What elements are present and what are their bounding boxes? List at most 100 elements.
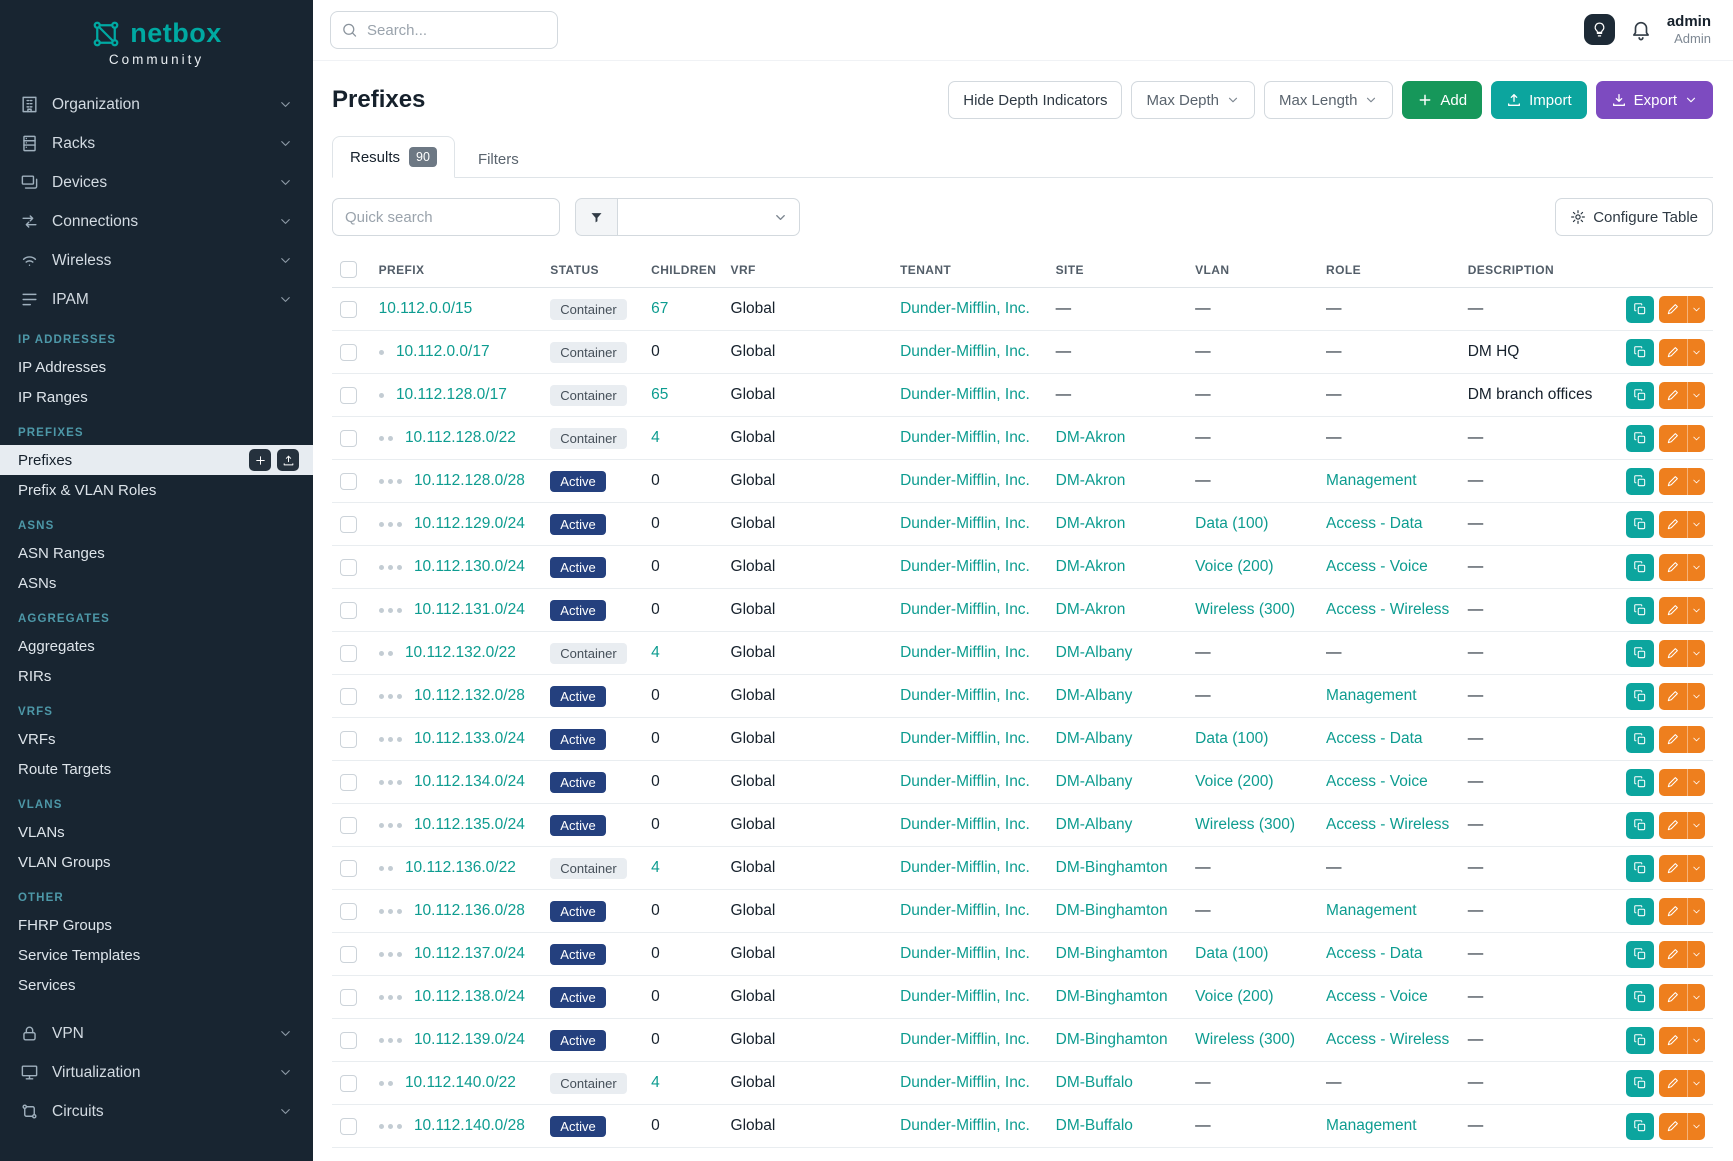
- sidebar-item-ip-addresses[interactable]: IP Addresses: [0, 352, 313, 382]
- prefix-link[interactable]: 10.112.0.0/15: [378, 300, 473, 318]
- site-link[interactable]: DM-Akron: [1055, 472, 1126, 490]
- role-link[interactable]: Access - Data: [1326, 515, 1423, 533]
- edit-dropdown-button[interactable]: [1687, 897, 1706, 925]
- edit-dropdown-button[interactable]: [1687, 338, 1706, 366]
- sidebar-item-connections[interactable]: Connections: [0, 202, 313, 241]
- row-checkbox[interactable]: [340, 687, 357, 705]
- site-link[interactable]: DM-Albany: [1055, 816, 1133, 834]
- prefix-link[interactable]: 10.112.0.0/17: [395, 343, 490, 361]
- children-link[interactable]: 4: [651, 859, 660, 877]
- prefix-link[interactable]: 10.112.140.0/22: [404, 1074, 516, 1092]
- site-link[interactable]: DM-Binghamton: [1055, 945, 1168, 963]
- tenant-link[interactable]: Dunder-Mifflin, Inc.: [900, 859, 1030, 877]
- import-button[interactable]: Import: [1491, 81, 1587, 119]
- saved-filter-select[interactable]: [618, 198, 800, 237]
- filter-button[interactable]: [575, 198, 618, 237]
- edit-dropdown-button[interactable]: [1687, 553, 1706, 581]
- clone-button[interactable]: [1626, 639, 1655, 667]
- edit-button[interactable]: [1659, 768, 1688, 796]
- prefix-link[interactable]: 10.112.140.0/28: [413, 1117, 525, 1135]
- column-header-description[interactable]: DESCRIPTION: [1459, 252, 1619, 289]
- edit-button[interactable]: [1659, 897, 1688, 925]
- prefix-link[interactable]: 10.112.130.0/24: [413, 558, 525, 576]
- row-checkbox[interactable]: [340, 515, 357, 533]
- tenant-link[interactable]: Dunder-Mifflin, Inc.: [900, 988, 1030, 1006]
- tenant-link[interactable]: Dunder-Mifflin, Inc.: [900, 386, 1030, 404]
- prefix-link[interactable]: 10.112.128.0/28: [413, 472, 525, 490]
- sidebar-item-service-templates[interactable]: Service Templates: [0, 940, 313, 970]
- tenant-link[interactable]: Dunder-Mifflin, Inc.: [900, 816, 1030, 834]
- edit-dropdown-button[interactable]: [1687, 768, 1706, 796]
- column-header-status[interactable]: STATUS: [542, 252, 644, 289]
- tenant-link[interactable]: Dunder-Mifflin, Inc.: [900, 644, 1030, 662]
- prefix-link[interactable]: 10.112.136.0/22: [404, 859, 516, 877]
- edit-button[interactable]: [1659, 467, 1688, 495]
- column-header-children[interactable]: CHILDREN: [643, 252, 723, 289]
- clone-button[interactable]: [1626, 682, 1655, 710]
- site-link[interactable]: DM-Albany: [1055, 644, 1133, 662]
- site-link[interactable]: DM-Buffalo: [1055, 1117, 1133, 1135]
- role-link[interactable]: Access - Voice: [1326, 558, 1428, 576]
- tenant-link[interactable]: Dunder-Mifflin, Inc.: [900, 730, 1030, 748]
- row-checkbox[interactable]: [340, 1031, 357, 1049]
- user-menu[interactable]: admin Admin: [1667, 12, 1711, 48]
- sidebar-item-prefix-vlan-roles[interactable]: Prefix & VLAN Roles: [0, 475, 313, 505]
- tab-filters[interactable]: Filters: [461, 141, 536, 178]
- prefix-link[interactable]: 10.112.128.0/22: [404, 429, 516, 447]
- tab-results[interactable]: Results 90: [332, 136, 455, 179]
- column-header-role[interactable]: ROLE: [1318, 252, 1460, 289]
- tenant-link[interactable]: Dunder-Mifflin, Inc.: [900, 515, 1030, 533]
- prefix-link[interactable]: 10.112.139.0/24: [413, 1031, 525, 1049]
- row-checkbox[interactable]: [340, 902, 357, 920]
- tenant-link[interactable]: Dunder-Mifflin, Inc.: [900, 687, 1030, 705]
- prefix-link[interactable]: 10.112.133.0/24: [413, 730, 525, 748]
- quick-add-button[interactable]: [249, 449, 271, 471]
- edit-button[interactable]: [1659, 381, 1688, 409]
- row-checkbox[interactable]: [340, 429, 357, 447]
- export-dropdown[interactable]: Export: [1595, 81, 1713, 119]
- edit-dropdown-button[interactable]: [1687, 1026, 1706, 1054]
- vlan-link[interactable]: Voice (200): [1195, 558, 1274, 576]
- edit-dropdown-button[interactable]: [1687, 725, 1706, 753]
- row-checkbox[interactable]: [340, 558, 357, 576]
- column-header-vrf[interactable]: VRF: [722, 252, 893, 289]
- tenant-link[interactable]: Dunder-Mifflin, Inc.: [900, 558, 1030, 576]
- sidebar-item-route-targets[interactable]: Route Targets: [0, 754, 313, 784]
- row-checkbox[interactable]: [340, 1074, 357, 1092]
- quick-import-button[interactable]: [277, 449, 299, 471]
- row-checkbox[interactable]: [340, 300, 357, 318]
- clone-button[interactable]: [1626, 897, 1655, 925]
- row-checkbox[interactable]: [340, 644, 357, 662]
- sidebar-item-vpn[interactable]: VPN: [0, 1014, 313, 1053]
- edit-button[interactable]: [1659, 811, 1688, 839]
- children-link[interactable]: 4: [651, 644, 660, 662]
- clone-button[interactable]: [1626, 1069, 1655, 1097]
- hide-depth-indicators-button[interactable]: Hide Depth Indicators: [948, 81, 1123, 119]
- site-link[interactable]: DM-Albany: [1055, 687, 1133, 705]
- sidebar-item-rirs[interactable]: RIRs: [0, 661, 313, 691]
- sidebar-item-ipam[interactable]: IPAM: [0, 280, 313, 319]
- quick-search-input[interactable]: [332, 198, 560, 237]
- column-header-prefix[interactable]: PREFIX: [370, 252, 543, 289]
- edit-button[interactable]: [1659, 553, 1688, 581]
- site-link[interactable]: DM-Akron: [1055, 429, 1126, 447]
- prefix-link[interactable]: 10.112.137.0/24: [413, 945, 525, 963]
- edit-dropdown-button[interactable]: [1687, 940, 1706, 968]
- clone-button[interactable]: [1626, 1112, 1655, 1140]
- column-header-tenant[interactable]: TENANT: [892, 252, 1048, 289]
- prefix-link[interactable]: 10.112.129.0/24: [413, 515, 525, 533]
- role-link[interactable]: Access - Wireless: [1326, 601, 1450, 619]
- max-depth-dropdown[interactable]: Max Depth: [1131, 81, 1256, 119]
- prefix-link[interactable]: 10.112.132.0/28: [413, 687, 525, 705]
- edit-dropdown-button[interactable]: [1687, 854, 1706, 882]
- row-checkbox[interactable]: [340, 601, 357, 619]
- clone-button[interactable]: [1626, 811, 1655, 839]
- tenant-link[interactable]: Dunder-Mifflin, Inc.: [900, 300, 1030, 318]
- edit-button[interactable]: [1659, 1112, 1688, 1140]
- edit-button[interactable]: [1659, 940, 1688, 968]
- prefix-link[interactable]: 10.112.136.0/28: [413, 902, 525, 920]
- children-link[interactable]: 4: [651, 429, 660, 447]
- children-link[interactable]: 4: [651, 1074, 660, 1092]
- site-link[interactable]: DM-Binghamton: [1055, 988, 1168, 1006]
- clone-button[interactable]: [1626, 768, 1655, 796]
